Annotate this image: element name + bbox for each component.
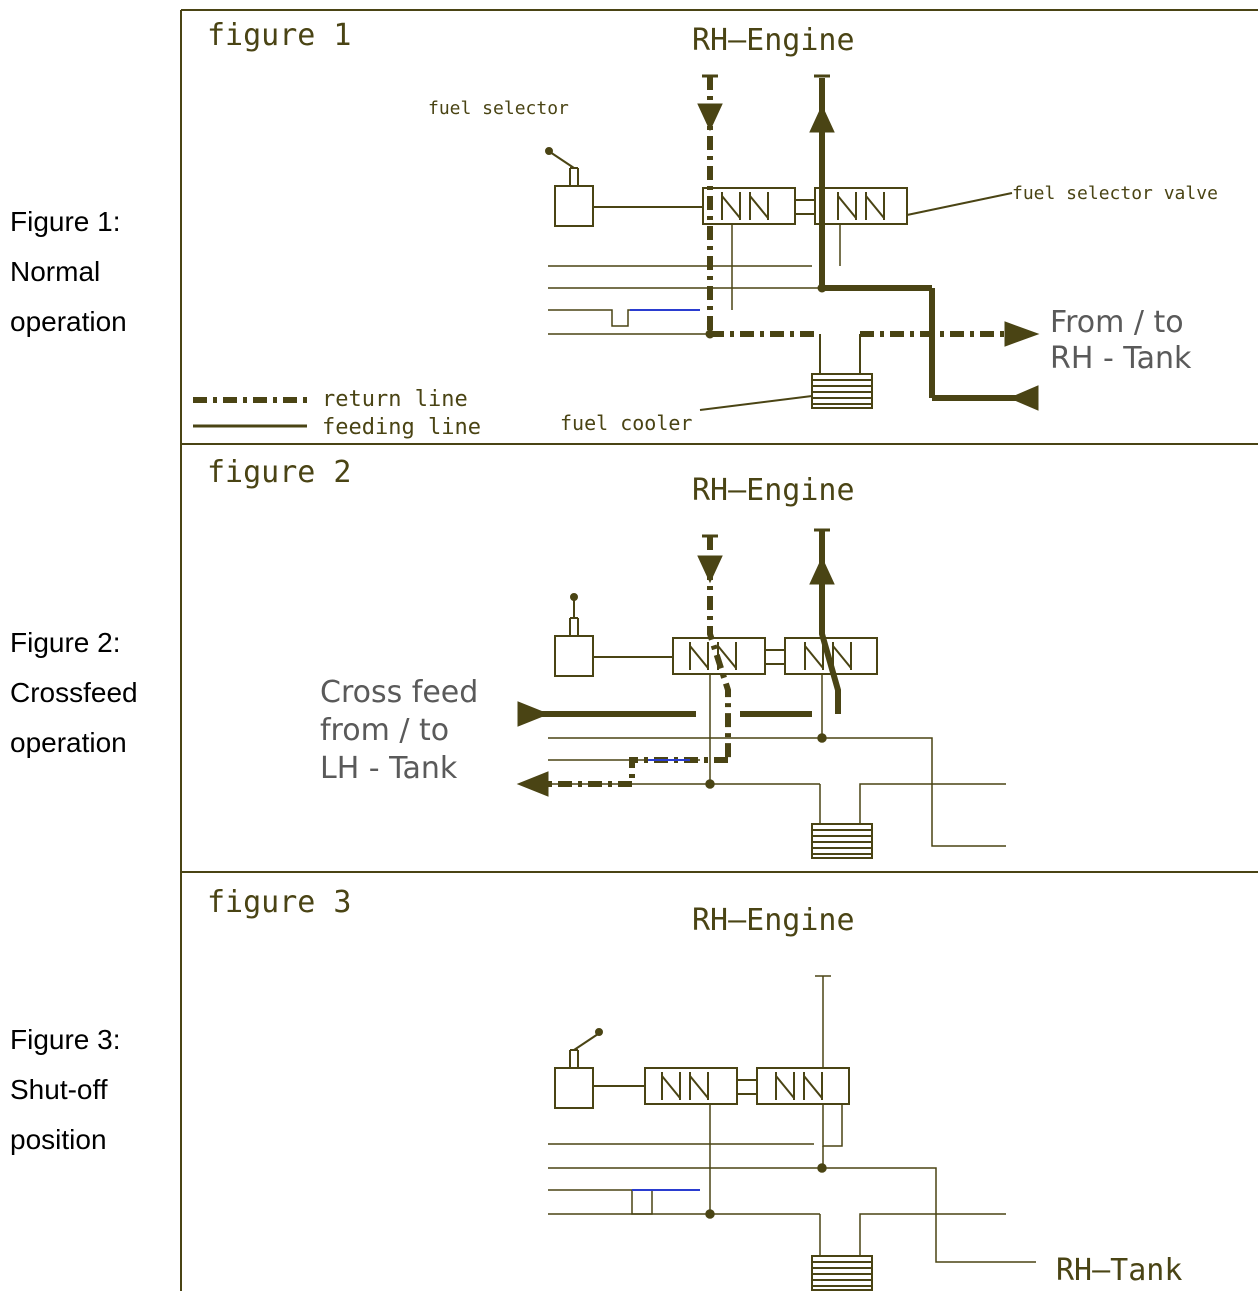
feeding-line <box>517 528 841 727</box>
frame <box>180 9 1258 1291</box>
fuel-cooler-icon <box>811 1255 873 1291</box>
rh-tank-label: RH–Tank <box>1056 1253 1182 1288</box>
side-label-line: Figure 1: <box>10 206 121 237</box>
side-label-line: position <box>10 1124 107 1155</box>
fuel-selector-lever-icon <box>545 147 703 227</box>
fuel-selector-valve-icon <box>644 1067 850 1105</box>
figure-3: figure 3 RH–Engine RH–Tank <box>207 885 1182 1291</box>
fuel-cooler-icon <box>811 823 873 859</box>
engine-label: RH–Engine <box>692 903 855 938</box>
thin-lines <box>548 975 1036 1263</box>
fuel-cooler-label: fuel cooler <box>560 411 692 435</box>
return-line <box>697 74 1040 374</box>
side-label-line: Figure 3: <box>10 1024 121 1055</box>
from-to-label: From / to <box>1050 305 1184 340</box>
side-label-figure-1: Figure 1: Normal operation <box>10 197 127 347</box>
crossfeed-label: from / to <box>320 713 449 748</box>
thin-lines <box>548 224 841 335</box>
figure-1: figure 1 RH–Engine fuel selector fuel se… <box>193 18 1218 440</box>
side-label-line: operation <box>10 727 127 758</box>
side-label-line: operation <box>10 306 127 337</box>
legend-feeding-label: feeding line <box>322 415 481 440</box>
side-label-figure-3: Figure 3: Shut-off position <box>10 1015 121 1165</box>
fuel-cooler-icon <box>699 373 873 411</box>
fuel-selector-valve-icon <box>702 187 1013 225</box>
legend-return-label: return line <box>322 387 468 412</box>
thin-lines <box>548 674 1006 847</box>
lh-tank-label: LH - Tank <box>320 751 458 786</box>
return-line <box>516 534 731 797</box>
figure-title: figure 3 <box>207 885 352 920</box>
figure-2: figure 2 RH–Engine Cross feed from / to … <box>207 455 1006 859</box>
fuel-selector-lever-icon <box>554 1028 645 1109</box>
side-label-line: Shut-off <box>10 1074 108 1105</box>
engine-label: RH–Engine <box>692 23 855 58</box>
fuel-selector-label: fuel selector <box>428 98 569 119</box>
figure-title: figure 2 <box>207 455 352 490</box>
figure-title: figure 1 <box>207 18 352 53</box>
side-label-line: Figure 2: <box>10 627 121 658</box>
side-label-line: Normal <box>10 256 101 287</box>
legend: return line feeding line <box>193 387 481 440</box>
fuel-selector-valve-label: fuel selector valve <box>1012 183 1218 204</box>
crossfeed-label: Cross feed <box>320 675 478 710</box>
fuel-selector-valve-icon <box>672 637 878 675</box>
side-label-line: Crossfeed <box>10 677 138 708</box>
side-label-figure-2: Figure 2: Crossfeed operation <box>10 618 138 768</box>
fuel-selector-lever-icon <box>554 593 673 677</box>
engine-label: RH–Engine <box>692 473 855 508</box>
feeding-line <box>809 74 1039 411</box>
rh-tank-label: RH - Tank <box>1050 341 1192 376</box>
